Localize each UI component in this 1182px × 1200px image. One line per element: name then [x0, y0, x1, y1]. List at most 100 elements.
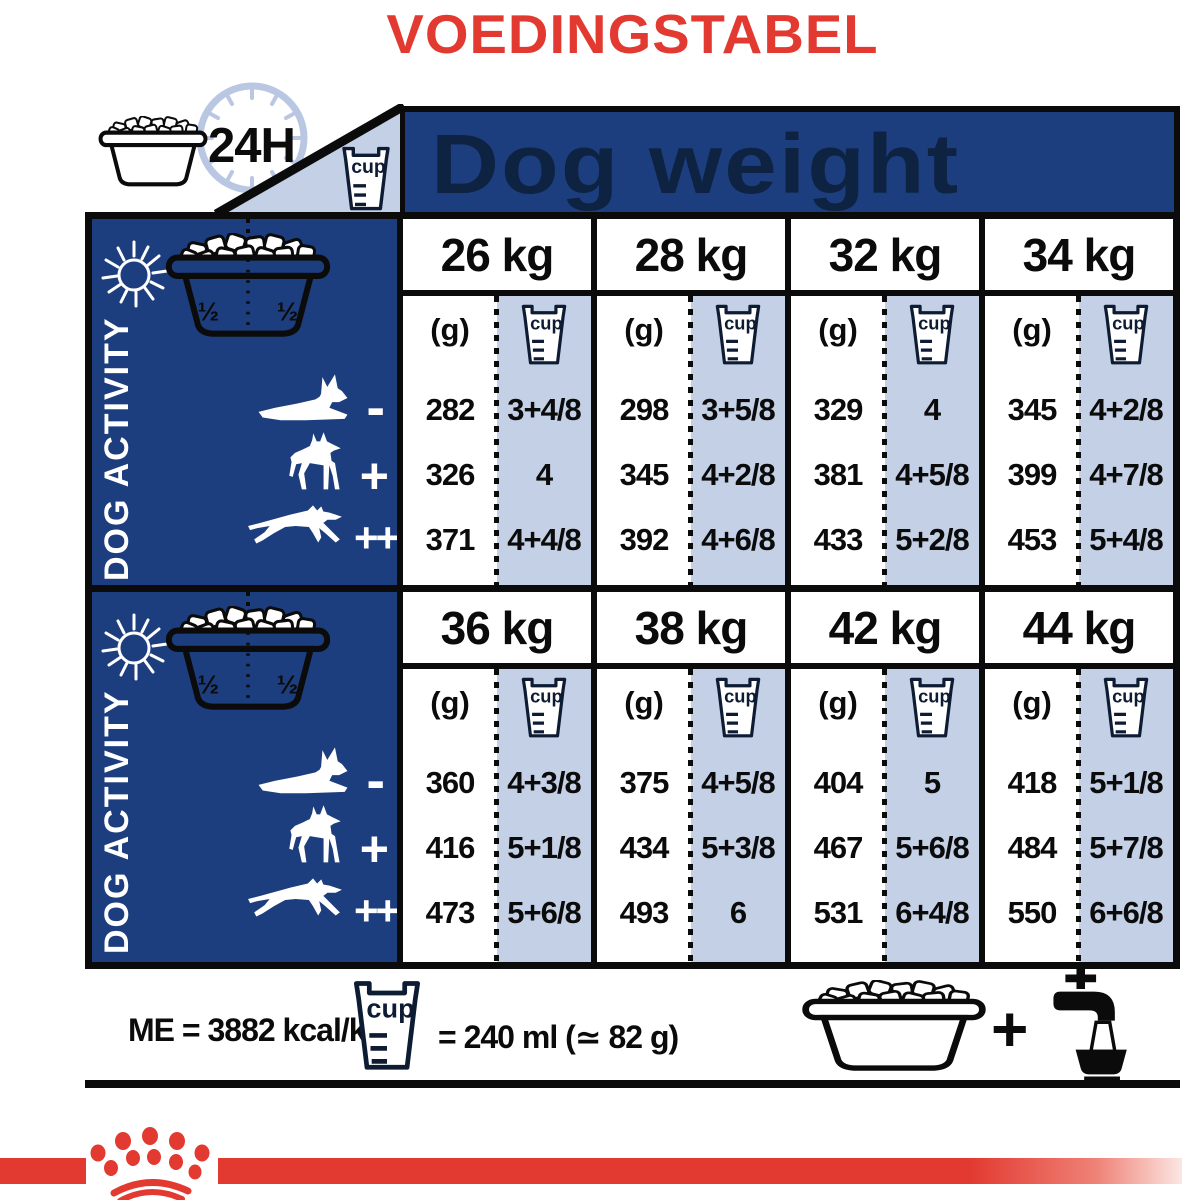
weight-column-26kg: 26 kg (g) 282 3+4/8 326 4 371 4+4/8 [403, 219, 591, 585]
cup-icon [1079, 304, 1173, 366]
grams-value: 493 [619, 895, 670, 930]
cups-value: 4+7/8 [1089, 457, 1163, 492]
lying-dog-icon [258, 374, 348, 421]
cups-value: 5 [923, 765, 941, 800]
grams-unit-label: (g) [818, 685, 858, 720]
food-bowl-icon [798, 980, 990, 1078]
grams-value: 434 [619, 830, 670, 865]
running-dog-icon [248, 878, 342, 917]
half-portions-bowl-icon [162, 606, 334, 718]
weight-column-34kg: 34 kg (g) 345 4+2/8 399 4+7/8 453 5+4/8 [985, 219, 1173, 585]
dotted-divider [494, 669, 499, 962]
plus-sign: + [991, 993, 1029, 1065]
cup-icon [885, 677, 979, 739]
weight-columns-2: 36 kg (g) 360 4+3/8 416 5+1/8 473 5+6/8 [403, 592, 1173, 962]
grams-value: 433 [813, 522, 864, 557]
weight-header: 32 kg [791, 219, 979, 290]
activity-marker-low: - [366, 748, 385, 811]
dotted-divider [882, 296, 887, 585]
cups-value: 6+4/8 [895, 895, 969, 930]
dog-activity-label: DOG ACTIVITY [98, 689, 136, 954]
grams-value: 550 [1007, 895, 1058, 930]
activity-panel-2: DOG ACTIVITY - + ++ [92, 592, 397, 962]
cups-value: 4 [535, 457, 553, 492]
weight-header: 26 kg [403, 219, 591, 290]
weight-body: (g) 404 5 467 5+6/8 531 6+4/8 [791, 669, 979, 962]
cup-icon [348, 980, 426, 1072]
water-faucet-icon [1038, 966, 1132, 1082]
grams-value: 326 [425, 457, 476, 492]
cups-value: 6 [729, 895, 747, 930]
weight-header: 42 kg [791, 592, 979, 663]
activity-marker-low: - [366, 375, 385, 438]
weight-column-38kg: 38 kg (g) 375 4+5/8 434 5+3/8 493 6 [597, 592, 785, 962]
cups-value: 4+2/8 [701, 457, 775, 492]
table-section-1: DOG ACTIVITY - + ++ 26 kg (g) 28 [92, 219, 1173, 585]
grams-value: 404 [813, 765, 864, 800]
grams-value: 399 [1007, 457, 1058, 492]
weight-body: (g) 329 4 381 4+5/8 433 5+2/8 [791, 296, 979, 585]
cups-value: 4+5/8 [895, 457, 969, 492]
grams-value: 467 [813, 830, 864, 865]
lying-dog-icon [258, 747, 348, 794]
feeding-table: DOG ACTIVITY - + ++ 26 kg (g) 28 [85, 212, 1180, 969]
grams-value: 329 [813, 392, 864, 427]
dotted-divider [494, 296, 499, 585]
cup-equivalence-label: = 240 ml (≃ 82 g) [438, 1019, 679, 1055]
cups-value: 5+1/8 [507, 830, 581, 865]
standing-dog-icon [289, 432, 341, 490]
moon-icon [341, 608, 367, 660]
standing-dog-icon [289, 805, 341, 863]
grams-value: 345 [619, 457, 670, 492]
grams-value: 375 [619, 765, 670, 800]
dog-weight-label: Dog weight [431, 117, 961, 211]
grams-value: 345 [1007, 392, 1058, 427]
grams-value: 282 [425, 392, 476, 427]
cups-value: 5+3/8 [701, 830, 775, 865]
bottom-rule [85, 1080, 1180, 1088]
cup-icon [342, 146, 390, 211]
activity-marker-high: ++ [353, 887, 397, 934]
weight-body: (g) 282 3+4/8 326 4 371 4+4/8 [403, 296, 591, 585]
grams-value: 418 [1007, 765, 1058, 800]
grams-value: 371 [425, 522, 476, 557]
cups-value: 4+3/8 [507, 765, 581, 800]
table-section-2: DOG ACTIVITY - + ++ 36 kg (g) 36 [92, 592, 1173, 962]
half-portions-bowl-icon [162, 233, 334, 345]
weight-column-32kg: 32 kg (g) 329 4 381 4+5/8 433 5+2/8 [791, 219, 979, 585]
cups-value: 5+6/8 [895, 830, 969, 865]
weight-body: (g) 418 5+1/8 484 5+7/8 550 6+6/8 [985, 669, 1173, 962]
activity-panel-1: DOG ACTIVITY - + ++ [92, 219, 397, 585]
cups-value: 4 [923, 392, 941, 427]
cups-value: 5+2/8 [895, 522, 969, 557]
dotted-divider [688, 669, 693, 962]
cups-value: 3+4/8 [507, 392, 581, 427]
grams-value: 473 [425, 895, 476, 930]
weight-body: (g) 375 4+5/8 434 5+3/8 493 6 [597, 669, 785, 962]
weight-body: (g) 298 3+5/8 345 4+2/8 392 4+6/8 [597, 296, 785, 585]
weight-body: (g) 345 4+2/8 399 4+7/8 453 5+4/8 [985, 296, 1173, 585]
food-bowl-icon [96, 116, 210, 192]
dog-activity-label: DOG ACTIVITY [98, 316, 136, 581]
weight-header: 38 kg [597, 592, 785, 663]
weight-header: 36 kg [403, 592, 591, 663]
cups-value: 5+4/8 [1089, 522, 1163, 557]
weight-body: (g) 360 4+3/8 416 5+1/8 473 5+6/8 [403, 669, 591, 962]
activity-marker-medium: + [359, 821, 389, 877]
weight-column-28kg: 28 kg (g) 298 3+5/8 345 4+2/8 392 4+6/8 [597, 219, 785, 585]
cups-value: 3+5/8 [701, 392, 775, 427]
grams-value: 298 [619, 392, 670, 427]
cups-value: 5+7/8 [1089, 830, 1163, 865]
cups-value: 4+5/8 [701, 765, 775, 800]
cup-icon [885, 304, 979, 366]
royal-canin-crown-logo [88, 1126, 212, 1200]
grams-unit-label: (g) [624, 685, 664, 720]
cup-icon [497, 677, 591, 739]
cups-value: 5+6/8 [507, 895, 581, 930]
page-title: VOEDINGSTABEL [386, 3, 879, 65]
grams-value: 416 [425, 830, 476, 865]
grams-unit-label: (g) [624, 312, 664, 347]
dotted-divider [882, 669, 887, 962]
grams-value: 531 [813, 895, 864, 930]
cups-value: 4+6/8 [701, 522, 775, 557]
